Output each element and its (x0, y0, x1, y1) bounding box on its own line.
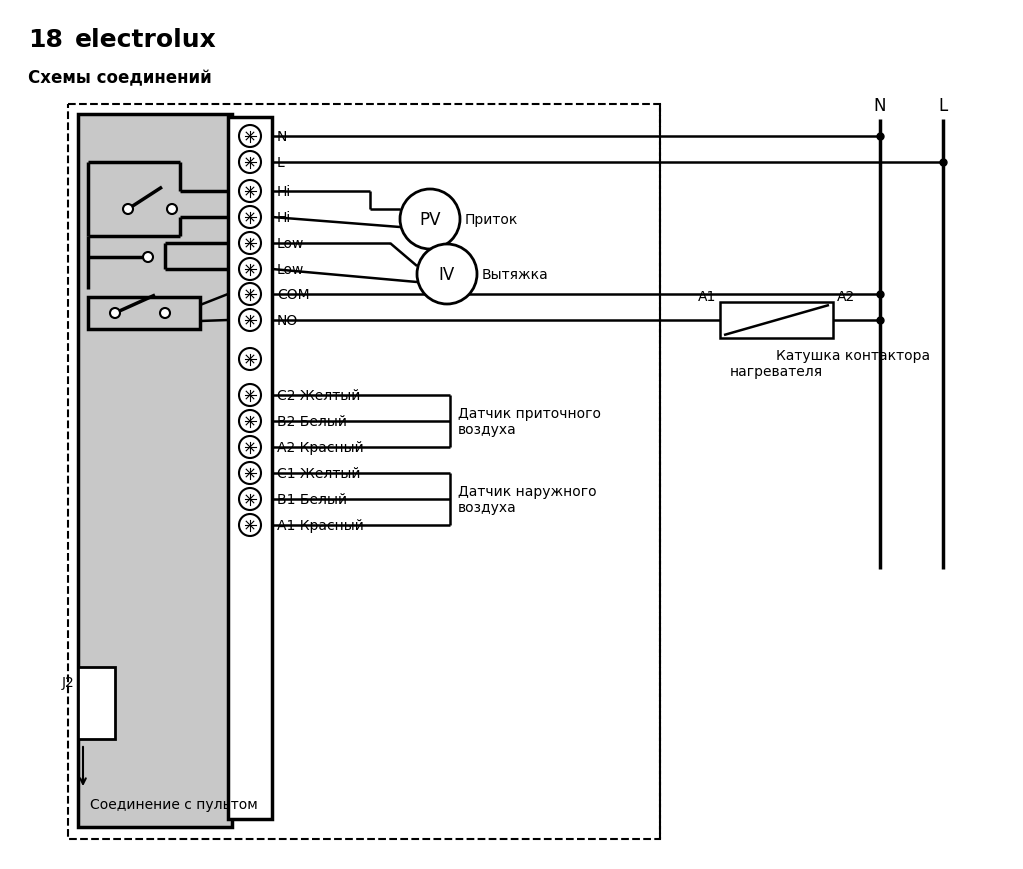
Text: L: L (938, 96, 947, 115)
Text: COM: COM (277, 288, 310, 302)
Circle shape (143, 253, 153, 262)
Circle shape (239, 514, 261, 536)
Circle shape (239, 385, 261, 407)
Text: electrolux: electrolux (75, 28, 217, 52)
Text: Hi: Hi (277, 185, 292, 199)
Text: Low: Low (277, 236, 305, 251)
Text: Датчик наружного
воздуха: Датчик наружного воздуха (458, 484, 596, 514)
Text: A2: A2 (837, 289, 855, 303)
Circle shape (239, 181, 261, 202)
Text: C1 Желтый: C1 Желтый (277, 467, 360, 481)
Text: Вытяжка: Вытяжка (482, 268, 548, 282)
Circle shape (239, 259, 261, 281)
Text: NO: NO (277, 314, 299, 328)
Text: Приток: Приток (465, 213, 519, 227)
Text: Датчик приточного
воздуха: Датчик приточного воздуха (458, 407, 601, 436)
Text: Катушка контактора: Катушка контактора (776, 348, 930, 362)
Text: N: N (874, 96, 886, 115)
Circle shape (160, 308, 170, 319)
Text: Low: Low (277, 262, 305, 276)
Text: B1 Белый: B1 Белый (277, 493, 347, 507)
Circle shape (417, 245, 477, 305)
Text: C2 Желтый: C2 Желтый (277, 388, 360, 402)
Polygon shape (228, 118, 272, 819)
Text: нагревателя: нагревателя (729, 365, 822, 379)
Circle shape (400, 189, 460, 249)
Polygon shape (78, 667, 115, 740)
Text: J2: J2 (61, 675, 74, 689)
Circle shape (239, 152, 261, 174)
Text: Hi: Hi (277, 211, 292, 225)
Circle shape (239, 233, 261, 255)
Circle shape (239, 348, 261, 370)
Text: 18: 18 (28, 28, 62, 52)
Circle shape (239, 126, 261, 148)
Circle shape (239, 436, 261, 459)
Text: L: L (277, 156, 284, 169)
Polygon shape (720, 302, 833, 339)
Circle shape (239, 207, 261, 229)
Circle shape (239, 309, 261, 332)
Text: Соединение с пультом: Соединение с пультом (90, 797, 258, 811)
Text: A1: A1 (698, 289, 716, 303)
Circle shape (239, 462, 261, 484)
Text: IV: IV (439, 266, 455, 283)
Text: B2 Белый: B2 Белый (277, 415, 347, 428)
Polygon shape (78, 115, 232, 827)
Text: Схемы соединений: Схемы соединений (28, 69, 212, 87)
Text: A1 Красный: A1 Красный (277, 519, 364, 533)
Text: N: N (277, 129, 287, 144)
Circle shape (123, 205, 133, 215)
Text: PV: PV (419, 211, 441, 229)
Circle shape (239, 488, 261, 510)
Circle shape (239, 410, 261, 433)
Circle shape (167, 205, 177, 215)
Circle shape (239, 283, 261, 306)
Polygon shape (88, 298, 201, 329)
Text: A2 Красный: A2 Красный (277, 441, 364, 454)
Circle shape (110, 308, 120, 319)
